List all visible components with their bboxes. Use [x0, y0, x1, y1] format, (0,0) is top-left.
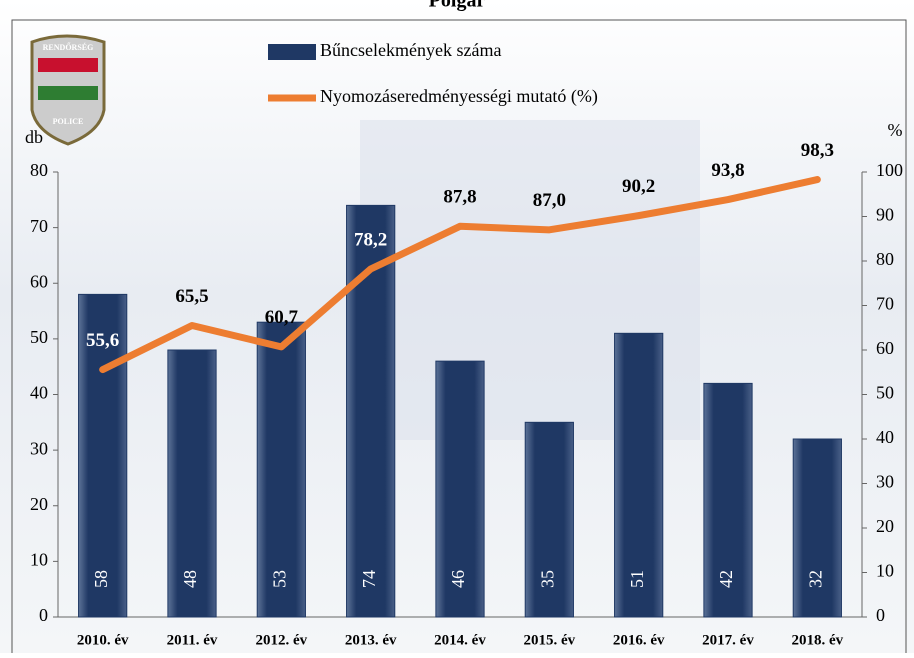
y2-tick-label: 60 [876, 338, 894, 358]
y2-tick-label: 50 [876, 383, 894, 403]
y2-tick-label: 30 [876, 472, 894, 492]
bar-value-label: 35 [537, 570, 557, 588]
x-tick-label: 2018. év [791, 632, 843, 648]
legend-label: Nyomozáseredményességi mutató (%) [320, 86, 598, 107]
bar-value-label: 48 [180, 570, 200, 588]
line-value-label: 87,0 [533, 190, 566, 211]
y2-tick-label: 0 [876, 605, 885, 625]
bar-value-label: 53 [269, 570, 289, 588]
logo-stripe [38, 58, 98, 72]
y2-tick-label: 40 [876, 427, 894, 447]
line-value-label: 78,2 [354, 229, 387, 250]
y2-tick-label: 90 [876, 205, 894, 225]
y-tick-label: 60 [30, 271, 48, 291]
bar-value-label: 42 [716, 570, 736, 588]
bar-value-label: 32 [805, 570, 825, 588]
y2-tick-label: 70 [876, 294, 894, 314]
x-tick-label: 2016. év [613, 632, 665, 648]
line-value-label: 55,6 [86, 330, 119, 351]
line-value-label: 60,7 [265, 307, 299, 328]
y2-axis-label: % [888, 120, 903, 140]
bar [793, 439, 841, 617]
page: Polgár RENDŐRSÉG POLICE db % 0 10 20 30 40 50… [0, 0, 914, 658]
x-tick-label: 2014. év [434, 632, 486, 648]
y-tick-label: 20 [30, 494, 48, 514]
y-tick-label: 50 [30, 327, 48, 347]
y-tick-label: 30 [30, 438, 48, 458]
y-tick-label: 10 [30, 550, 48, 570]
y-tick-label: 70 [30, 216, 48, 236]
x-tick-label: 2013. év [345, 632, 397, 648]
bar-value-label: 58 [91, 570, 111, 588]
y2-tick-label: 10 [876, 561, 894, 581]
y2-tick-label: 20 [876, 516, 894, 536]
y-tick-label: 80 [30, 160, 48, 180]
line-value-label: 93,8 [711, 160, 744, 181]
bar-value-label: 46 [448, 570, 468, 588]
x-tick-label: 2010. év [77, 632, 129, 648]
y-tick-label: 40 [30, 383, 48, 403]
bar-value-label: 74 [359, 570, 379, 588]
chart: Polgár RENDŐRSÉG POLICE db % 0 10 20 30 40 50… [0, 0, 914, 653]
line-value-label: 65,5 [175, 286, 208, 307]
logo-stripe [38, 86, 98, 100]
line-value-label: 90,2 [622, 176, 655, 197]
y2-tick-label: 100 [876, 160, 903, 180]
line-value-label: 87,8 [443, 187, 476, 208]
x-tick-label: 2015. év [523, 632, 575, 648]
legend-label: Bűncselekmények száma [320, 40, 501, 60]
bar-value-label: 51 [627, 570, 647, 588]
logo-text: RENDŐRSÉG [43, 42, 94, 52]
y2-tick-label: 80 [876, 249, 894, 269]
y-tick-label: 0 [39, 605, 48, 625]
y-axis-label: db [25, 127, 43, 147]
chart-title: Polgár [429, 0, 486, 12]
legend-swatch [268, 44, 316, 60]
line-value-label: 98,3 [801, 140, 834, 161]
logo-text: POLICE [53, 117, 84, 126]
x-tick-label: 2011. év [167, 632, 218, 648]
x-tick-label: 2017. év [702, 632, 754, 648]
x-tick-label: 2012. év [255, 632, 307, 648]
